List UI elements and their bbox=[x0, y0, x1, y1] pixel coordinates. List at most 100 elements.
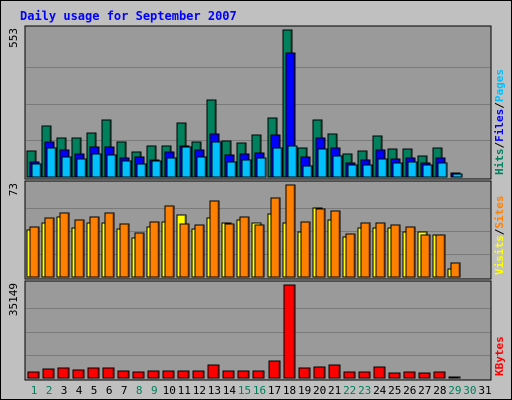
day-label: 13 bbox=[208, 384, 221, 397]
day-label: 5 bbox=[91, 384, 98, 397]
bar-kbytes bbox=[57, 367, 70, 379]
bar-pages bbox=[226, 161, 237, 178]
bar-sites bbox=[405, 226, 416, 278]
day-label: 19 bbox=[298, 384, 311, 397]
day-label: 18 bbox=[283, 384, 296, 397]
day-label: 22 bbox=[343, 384, 356, 397]
bar-pages bbox=[76, 158, 87, 178]
legend-visits: Visits bbox=[493, 235, 506, 275]
bar-pages bbox=[392, 162, 403, 178]
series-pages bbox=[31, 141, 463, 178]
bar-kbytes bbox=[132, 371, 145, 379]
bar-kbytes bbox=[358, 371, 371, 379]
bar-kbytes bbox=[373, 366, 386, 379]
bar-pages bbox=[422, 164, 433, 178]
bar-kbytes bbox=[147, 370, 160, 379]
bar-kbytes bbox=[72, 369, 85, 379]
bar-pages bbox=[377, 158, 388, 178]
bar-kbytes bbox=[418, 372, 431, 379]
bar-pages bbox=[272, 147, 283, 178]
bar-sites bbox=[360, 222, 371, 278]
bar-sites bbox=[420, 234, 431, 278]
bar-kbytes bbox=[177, 370, 190, 379]
legend-files: Files bbox=[493, 109, 506, 142]
bar-sites bbox=[330, 210, 341, 278]
bar-sites bbox=[44, 217, 55, 278]
bar-sites bbox=[345, 233, 356, 278]
series-sites bbox=[29, 184, 461, 278]
day-label: 23 bbox=[358, 384, 371, 397]
bar-sites bbox=[59, 212, 70, 278]
day-label: 16 bbox=[253, 384, 266, 397]
bar-pages bbox=[136, 163, 147, 178]
panel-legend: Visits/Sites bbox=[493, 196, 506, 276]
bar-pages bbox=[106, 154, 117, 178]
bar-sites bbox=[209, 200, 220, 278]
day-label: 20 bbox=[313, 384, 326, 397]
bar-kbytes bbox=[27, 371, 40, 379]
bar-sites bbox=[239, 216, 250, 278]
legend-sites: Sites bbox=[493, 196, 506, 229]
bar-kbytes bbox=[87, 367, 100, 379]
bar-pages bbox=[452, 173, 463, 178]
day-label: 24 bbox=[373, 384, 387, 397]
bar-pages bbox=[211, 141, 222, 178]
bar-pages bbox=[437, 162, 448, 178]
bar-kbytes bbox=[448, 376, 461, 379]
panel-legend: KBytes bbox=[493, 336, 506, 376]
bar-sites bbox=[450, 262, 461, 278]
bar-kbytes bbox=[117, 370, 130, 379]
panel-gridlines bbox=[26, 308, 490, 356]
bar-kbytes bbox=[433, 371, 446, 379]
day-label: 11 bbox=[178, 384, 191, 397]
day-label: 7 bbox=[121, 384, 128, 397]
bar-kbytes bbox=[237, 370, 250, 379]
bar-pages bbox=[256, 157, 267, 178]
bar-pages bbox=[302, 165, 313, 178]
day-label: 15 bbox=[238, 384, 251, 397]
bar-pages bbox=[362, 164, 373, 178]
bar-kbytes bbox=[328, 364, 341, 379]
day-label: 26 bbox=[403, 384, 416, 397]
day-label: 4 bbox=[76, 384, 83, 397]
bar-sites bbox=[29, 226, 40, 278]
bar-kbytes bbox=[283, 284, 296, 379]
panel-visits-sites: 73 Visits/Sites bbox=[7, 180, 506, 280]
bar-pages bbox=[317, 148, 328, 178]
bar-kbytes bbox=[343, 371, 356, 379]
day-label: 29 bbox=[448, 384, 461, 397]
bar-kbytes bbox=[313, 366, 326, 379]
bar-kbytes bbox=[162, 370, 175, 379]
bar-pages bbox=[287, 145, 298, 178]
bar-kbytes bbox=[207, 364, 220, 379]
bar-pages bbox=[151, 160, 162, 178]
day-label: 9 bbox=[151, 384, 158, 397]
bar-sites bbox=[435, 234, 446, 278]
bar-pages bbox=[121, 160, 132, 178]
bar-sites bbox=[149, 221, 160, 278]
bar-kbytes bbox=[42, 368, 55, 379]
bar-kbytes bbox=[102, 367, 115, 379]
day-label: 14 bbox=[223, 384, 237, 397]
day-label: 8 bbox=[136, 384, 143, 397]
series-kbytes bbox=[27, 284, 461, 379]
bar-kbytes bbox=[192, 370, 205, 379]
day-label: 25 bbox=[388, 384, 401, 397]
legend-separator: / bbox=[493, 228, 506, 235]
bar-pages bbox=[241, 159, 252, 178]
day-label: 3 bbox=[61, 384, 68, 397]
panel-legend: Hits/Files/Pages bbox=[493, 69, 506, 175]
bar-pages bbox=[347, 164, 358, 178]
bar-sites bbox=[74, 219, 85, 278]
bar-sites bbox=[390, 224, 401, 278]
bar-pages bbox=[46, 147, 57, 178]
panel-max-label: 553 bbox=[7, 28, 20, 48]
bar-sites bbox=[194, 224, 205, 278]
bar-kbytes bbox=[222, 370, 235, 379]
day-label: 6 bbox=[106, 384, 113, 397]
panel-max-label: 35149 bbox=[7, 283, 20, 316]
bar-sites bbox=[300, 221, 311, 278]
bar-sites bbox=[315, 208, 326, 278]
